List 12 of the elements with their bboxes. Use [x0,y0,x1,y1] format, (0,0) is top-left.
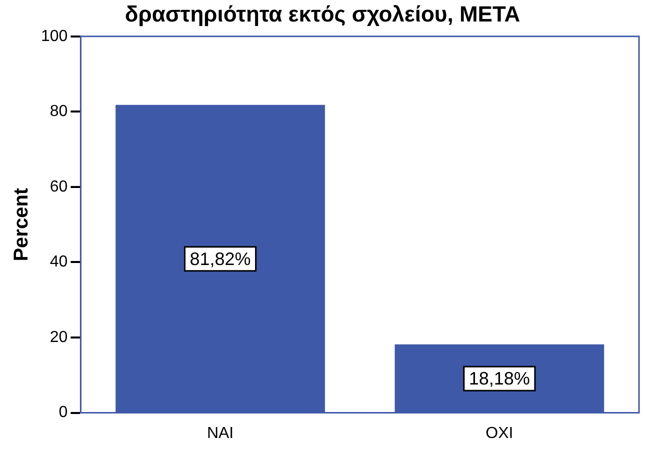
x-tick-label: ΟΧΙ [486,424,514,442]
y-tick-label: 20 [50,328,68,346]
y-tick-label: 40 [50,254,68,271]
y-tick-label: 0 [58,404,68,422]
data-label: 81,82% [190,248,251,269]
x-tick-label: ΝΑΙ [206,424,234,442]
y-tick-label: 60 [50,178,68,196]
data-label: 18,18% [468,368,530,389]
y-axis-title: Percent [10,188,33,262]
y-tick-label: 80 [50,103,68,120]
y-tick-label: 100 [40,28,68,45]
chart-title: δραστηριότητα εκτός σχολείου, ΜΕΤΑ [124,1,520,26]
